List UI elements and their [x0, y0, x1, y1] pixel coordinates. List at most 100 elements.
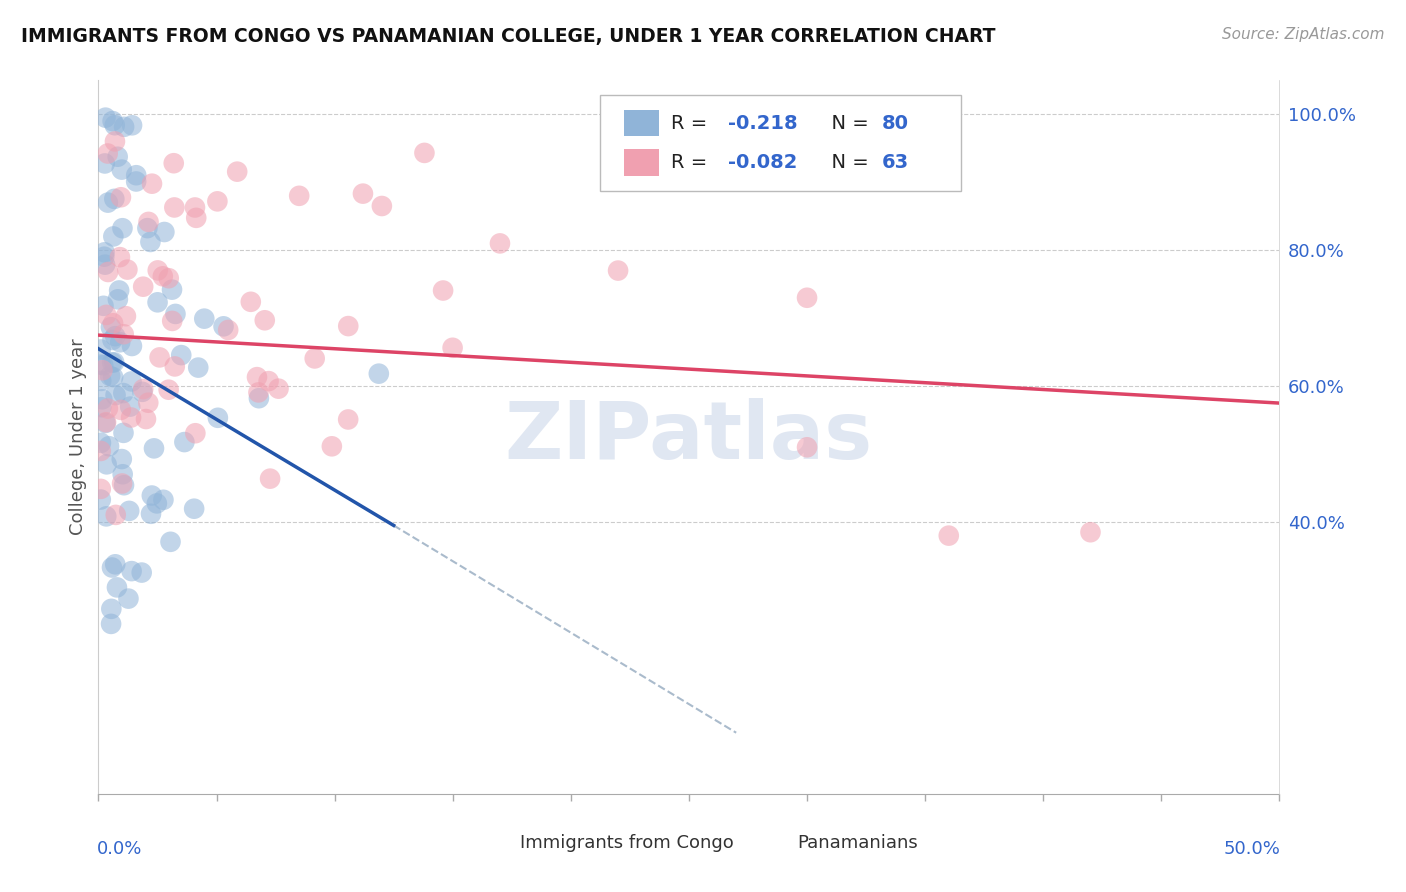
Point: [226, 164, 249, 178]
Bar: [759, 831, 789, 855]
Point: [184, 201, 207, 215]
Point: [90, 374, 112, 388]
Point: [163, 359, 186, 374]
Point: [121, 339, 143, 353]
Point: [104, 558, 127, 572]
Point: [117, 262, 139, 277]
Point: [97, 401, 120, 416]
Point: [112, 120, 135, 134]
Point: [100, 602, 122, 616]
Point: [94, 156, 117, 170]
Text: Source: ZipAtlas.com: Source: ZipAtlas.com: [1222, 27, 1385, 42]
Text: N =: N =: [818, 113, 875, 133]
Point: [152, 492, 174, 507]
Point: [101, 316, 124, 330]
Point: [173, 435, 195, 450]
Point: [607, 263, 630, 277]
Point: [90, 435, 112, 450]
Point: [107, 293, 129, 307]
Text: N =: N =: [818, 153, 875, 172]
Bar: [624, 110, 659, 136]
Point: [489, 236, 512, 251]
Point: [101, 370, 124, 384]
FancyBboxPatch shape: [600, 95, 960, 191]
Point: [441, 341, 464, 355]
Point: [90, 492, 112, 507]
Point: [143, 442, 166, 456]
Point: [121, 375, 143, 389]
Point: [90, 400, 112, 414]
Point: [125, 174, 148, 188]
Point: [267, 382, 290, 396]
Point: [112, 327, 135, 342]
Point: [141, 177, 163, 191]
Point: [120, 400, 142, 414]
Point: [104, 118, 127, 132]
Point: [796, 291, 818, 305]
Point: [93, 250, 115, 264]
Point: [247, 391, 270, 405]
Text: R =: R =: [671, 153, 714, 172]
Point: [157, 271, 180, 285]
Point: [139, 235, 162, 249]
Point: [132, 279, 155, 293]
Point: [125, 168, 148, 182]
Point: [183, 501, 205, 516]
Point: [104, 329, 127, 343]
Point: [110, 190, 132, 204]
Point: [246, 370, 269, 384]
Point: [100, 616, 122, 631]
Point: [103, 229, 125, 244]
Point: [112, 386, 135, 401]
Point: [100, 320, 122, 334]
Point: [98, 368, 121, 383]
Point: [104, 388, 127, 402]
Point: [101, 333, 124, 347]
Point: [207, 410, 229, 425]
Point: [1080, 525, 1102, 540]
Point: [163, 201, 186, 215]
Point: [121, 118, 143, 132]
Point: [91, 359, 114, 373]
Point: [103, 192, 125, 206]
Point: [337, 319, 360, 334]
Point: [212, 319, 235, 334]
Point: [131, 566, 153, 580]
Point: [90, 358, 112, 372]
Point: [90, 343, 112, 357]
Point: [91, 363, 114, 377]
Text: -0.218: -0.218: [728, 113, 797, 133]
Point: [163, 156, 186, 170]
Point: [111, 221, 134, 235]
Point: [90, 444, 112, 458]
Point: [247, 385, 270, 400]
Text: -0.082: -0.082: [728, 153, 797, 172]
Text: Immigrants from Congo: Immigrants from Congo: [520, 834, 734, 852]
Point: [108, 284, 131, 298]
Text: 0.0%: 0.0%: [97, 840, 142, 858]
Y-axis label: College, Under 1 year: College, Under 1 year: [69, 339, 87, 535]
Point: [938, 528, 960, 542]
Point: [96, 308, 118, 322]
Point: [103, 355, 125, 369]
Point: [104, 135, 127, 149]
Point: [146, 263, 169, 277]
Text: 80: 80: [882, 113, 908, 133]
Point: [117, 591, 139, 606]
Point: [90, 482, 112, 496]
Point: [159, 534, 181, 549]
Point: [796, 440, 818, 454]
Text: ZIPatlas: ZIPatlas: [505, 398, 873, 476]
Point: [136, 221, 159, 235]
Point: [184, 426, 207, 441]
Point: [165, 307, 187, 321]
Point: [304, 351, 326, 366]
Point: [94, 416, 117, 430]
Point: [112, 478, 135, 492]
Point: [97, 195, 120, 210]
Point: [186, 211, 208, 225]
Text: R =: R =: [671, 113, 714, 133]
Point: [101, 560, 124, 574]
Point: [96, 509, 118, 524]
Point: [153, 225, 176, 239]
